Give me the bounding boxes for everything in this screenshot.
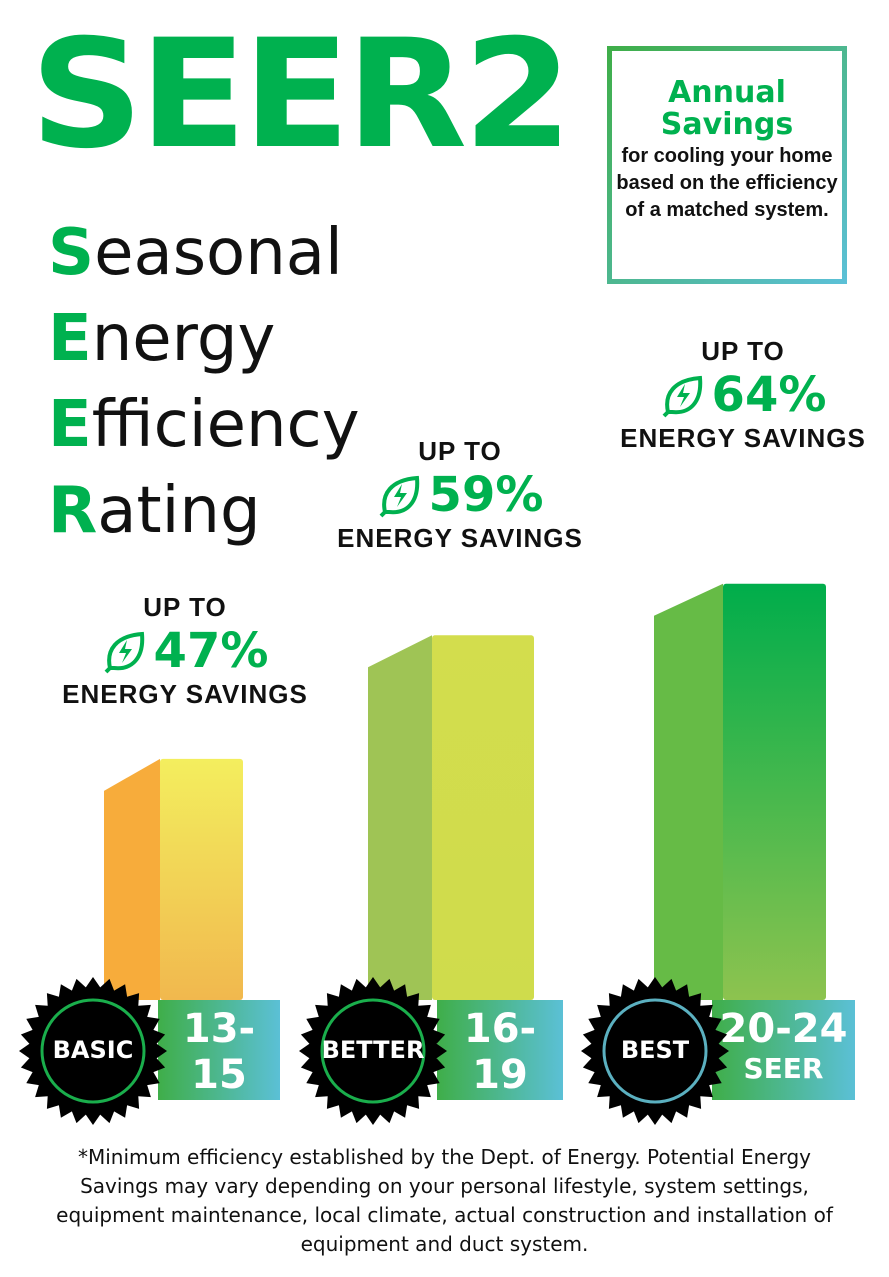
savings-description: for cooling your home based on the effic… [616,145,838,221]
leaf-lightning-icon [662,375,702,418]
bar-side-basic [104,758,160,1000]
bar-basic [160,758,243,1000]
bar-value-label: 64% [711,367,827,423]
bar-side-better [368,635,432,1000]
up-to-text: UP TO [418,436,502,466]
leaf-lightning-icon [104,631,144,674]
up-to-text: UP TO [701,336,785,366]
seer-range-value: 13-15 [182,1006,256,1098]
seer-range-value: 20-24 [719,1006,848,1052]
annual-savings-box: Annual Savings for cooling your home bas… [607,46,847,284]
bar-label-better: UP TO 59% ENERGY SAVINGS [315,436,605,554]
bar-value-label: 59% [428,467,544,523]
seer-unit: SEER [743,1052,824,1085]
seer-range-basic: 13-15 SEER [158,1000,280,1131]
acronym-list: Seasonal Energy Efficiency Rating [48,210,360,554]
seer-range-best: 20-24 SEER [712,1000,855,1100]
better-badge [299,977,447,1125]
savings-heading-line1: Annual [668,75,786,110]
seer-unit: SEER [460,1098,540,1131]
leaf-lightning-icon [379,475,419,518]
badge-label-best: BEST [620,1036,690,1064]
savings-heading-line2: Savings [660,107,794,142]
best-badge [581,977,729,1125]
seer-unit: SEER [179,1098,259,1131]
acronym-row-energy: Energy [48,302,276,376]
basic-badge [19,977,167,1125]
energy-savings-text: ENERGY SAVINGS [620,423,866,453]
bar-best [723,583,826,1000]
seer-range-value: 16-19 [463,1006,537,1098]
acronym-row-rating: Rating [48,474,261,548]
acronym-row-efficiency: Efficiency [48,388,360,462]
badge-label-basic: BASIC [52,1036,134,1064]
bar-label-basic: UP TO 47% ENERGY SAVINGS [40,592,330,710]
up-to-text: UP TO [143,592,227,622]
acronym-row-seasonal: Seasonal [48,216,343,290]
badge-label-better: BETTER [321,1036,425,1064]
seer-range-better: 16-19 SEER [437,1000,563,1131]
bar-label-best: UP TO 64% ENERGY SAVINGS [598,336,888,454]
energy-savings-text: ENERGY SAVINGS [337,523,583,553]
bar-better [432,635,534,1000]
bar-side-best [654,583,723,1000]
bar-value-label: 47% [153,623,269,679]
footnote: *Minimum efficiency established by the D… [56,1145,833,1256]
energy-savings-text: ENERGY SAVINGS [62,679,308,709]
page-title: SEER2 [30,8,573,182]
